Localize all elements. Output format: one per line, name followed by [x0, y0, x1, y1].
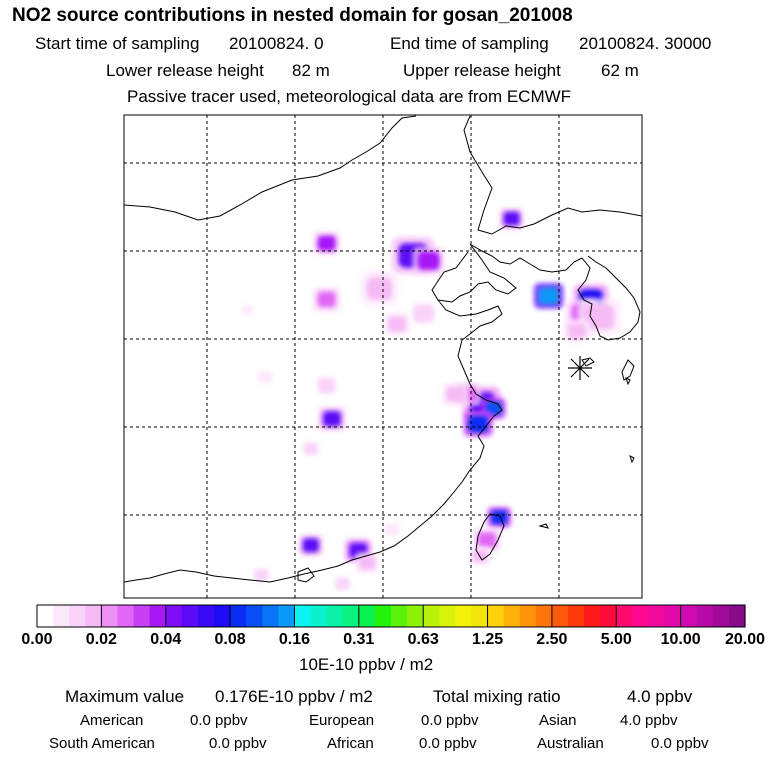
- hotspot: [241, 305, 253, 315]
- region-south-american-name: South American: [49, 735, 155, 752]
- colorbar-tick-label: 0.08: [214, 631, 246, 648]
- start-time-label: Start time of sampling: [35, 34, 200, 53]
- coastline: [431, 243, 517, 303]
- coastline-layer: [124, 115, 642, 583]
- region-african-value: 0.0 ppbv: [419, 735, 477, 752]
- hotspot: [538, 287, 559, 305]
- colorbar-tick-label: 0.31: [343, 631, 375, 648]
- upper-height-label: Upper release height: [403, 61, 561, 80]
- hotspot: [446, 386, 465, 402]
- map-frame: [123, 114, 643, 599]
- hotspot: [335, 577, 350, 590]
- hotspot: [388, 316, 407, 332]
- tracer-note: Passive tracer used, meteorological data…: [127, 87, 572, 106]
- hotspot: [302, 538, 319, 553]
- hotspot: [317, 235, 336, 251]
- end-time-value: 20100824. 30000: [579, 34, 712, 53]
- colorbar-tick-label: 0.00: [21, 631, 53, 648]
- lower-height-label: Lower release height: [106, 61, 264, 80]
- total-mixing-label: Total mixing ratio: [433, 687, 561, 706]
- hotspot: [418, 251, 440, 270]
- region-asian-name: Asian: [539, 712, 577, 729]
- chart-title: NO2 source contributions in nested domai…: [12, 5, 573, 26]
- hotspot: [534, 326, 546, 336]
- colorbar-tick-label: 0.16: [278, 631, 311, 648]
- region-asian-value: 4.0 ppbv: [620, 712, 678, 729]
- total-mixing-value: 4.0 ppbv: [627, 687, 693, 706]
- concentration-map: [123, 114, 643, 599]
- max-value-label: Maximum value: [65, 687, 185, 706]
- coastline: [538, 523, 549, 529]
- hotspot: [468, 415, 488, 433]
- colorbar-tick-label: 0.63: [407, 631, 439, 648]
- coastline: [577, 255, 641, 341]
- hotspot-layer: [239, 208, 622, 594]
- coastline: [625, 377, 631, 386]
- border-line: [463, 115, 642, 235]
- region-european-value: 0.0 ppbv: [421, 712, 479, 729]
- units-label: 10E-10 ppbv / m2: [299, 655, 434, 674]
- lower-height-value: 82 m: [292, 61, 330, 80]
- hotspot: [503, 211, 520, 226]
- colorbar-tick-label: 1.25: [472, 631, 504, 648]
- coastline: [629, 455, 635, 464]
- region-african-name: African: [327, 735, 374, 752]
- hotspot: [317, 377, 336, 394]
- region-australian-value: 0.0 ppbv: [651, 735, 709, 752]
- hotspot: [412, 304, 435, 323]
- region-american-value: 0.0 ppbv: [190, 712, 248, 729]
- colorbar-tick-label: 0.04: [150, 631, 182, 648]
- colorbar-tick-label: 0.02: [85, 631, 117, 648]
- colorbar-tick-label: 20.00: [725, 631, 766, 648]
- hotspot: [254, 569, 269, 582]
- hotspot: [478, 532, 496, 548]
- region-south-american-value: 0.0 ppbv: [209, 735, 267, 752]
- hotspot: [567, 323, 586, 339]
- colorbar-tick-label: 5.00: [600, 631, 632, 648]
- coastline: [124, 299, 503, 583]
- hotspot: [317, 291, 336, 308]
- colorbar-tick-label: 2.50: [536, 631, 568, 648]
- hotspot: [359, 556, 376, 570]
- coastline: [469, 243, 583, 273]
- hotspot: [384, 523, 399, 536]
- end-time-label: End time of sampling: [390, 34, 549, 53]
- colorbar-tick-label: 10.00: [660, 631, 701, 648]
- coastline: [297, 567, 315, 583]
- gridlines: [124, 115, 642, 598]
- region-australian-name: Australian: [537, 735, 604, 752]
- receptor-marker: [568, 356, 592, 380]
- hotspot: [322, 411, 341, 427]
- hotspot: [585, 304, 615, 330]
- region-american-name: American: [80, 712, 144, 729]
- region-european-name: European: [309, 712, 375, 729]
- border-line: [124, 115, 417, 221]
- coastline: [475, 513, 505, 561]
- upper-height-value: 62 m: [601, 61, 639, 80]
- hotspot: [366, 278, 393, 300]
- start-time-value: 20100824. 0: [229, 34, 324, 53]
- max-value: 0.176E-10 ppbv / m2: [215, 687, 373, 706]
- hotspot: [257, 370, 273, 383]
- hotspot: [303, 442, 318, 455]
- hotspot: [491, 510, 508, 525]
